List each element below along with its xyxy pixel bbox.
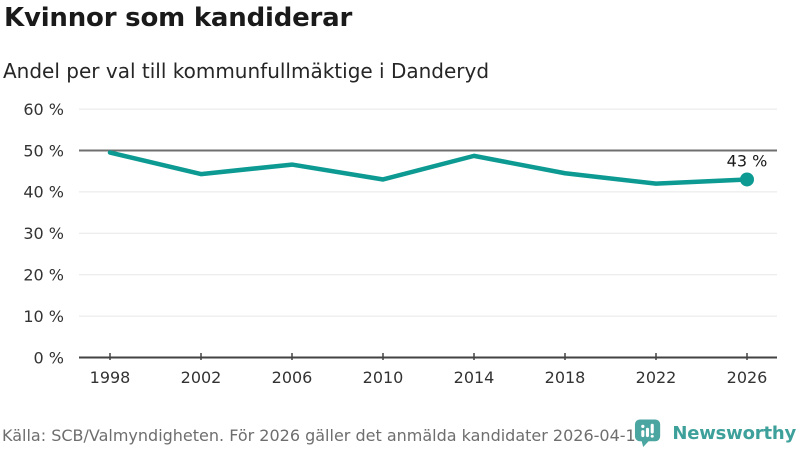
x-axis-label: 1998 xyxy=(90,368,131,387)
y-axis-label: 20 % xyxy=(23,266,64,285)
chart-footer: Källa: SCB/Valmyndigheten. För 2026 gäll… xyxy=(0,412,800,450)
x-axis-label: 2010 xyxy=(363,368,404,387)
y-axis-label: 60 % xyxy=(23,100,64,119)
newsworthy-logo-text: Newsworthy xyxy=(672,422,796,444)
x-axis-label: 2018 xyxy=(545,368,586,387)
chart-title: Kvinnor som kandiderar xyxy=(4,3,353,33)
data-line xyxy=(107,150,750,186)
end-point-marker xyxy=(740,172,754,187)
y-axis-label: 40 % xyxy=(23,183,64,202)
chart-svg: 1998 2002 2006 2010 2014 2018 2022 2026 0 % 10 % 2… xyxy=(23,100,777,387)
x-axis-label: 2014 xyxy=(454,368,495,387)
x-axis-label: 2026 xyxy=(727,368,768,387)
x-axis-label: 2022 xyxy=(636,368,677,387)
y-axis-label: 10 % xyxy=(23,307,64,326)
newsworthy-logo-icon xyxy=(635,419,661,448)
y-axis-label: 50 % xyxy=(23,141,64,160)
chart-subtitle: Andel per val till kommunfullmäktige i D… xyxy=(3,59,490,83)
x-axis-label: 2006 xyxy=(272,368,313,387)
y-axis-label: 0 % xyxy=(34,348,64,367)
y-axis-label: 30 % xyxy=(23,224,64,243)
source-note: Källa: SCB/Valmyndigheten. För 2026 gäll… xyxy=(2,426,651,445)
end-value-label: 43 % xyxy=(727,151,768,170)
x-axis-label: 2002 xyxy=(181,368,222,387)
bar-chart-exclamation-glyph xyxy=(641,423,655,438)
newsworthy-logo: Newsworthy xyxy=(634,418,796,448)
